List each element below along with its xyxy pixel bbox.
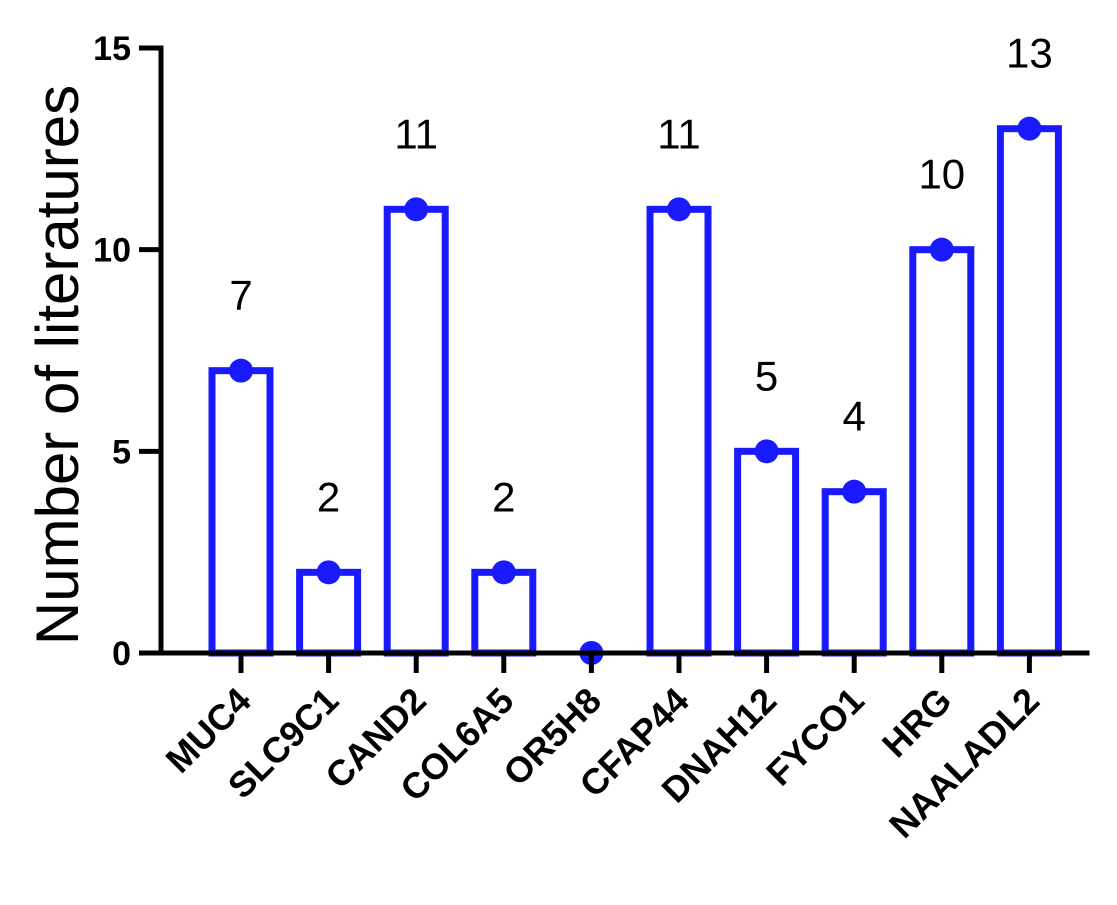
- bar-cfap44: [646, 205, 712, 657]
- point-col6a5: [491, 560, 516, 585]
- point-muc4: [229, 358, 253, 383]
- bar-cand2: [383, 205, 449, 657]
- bar-fyco1: [821, 488, 887, 657]
- axes: [158, 45, 1090, 656]
- point-cfap44: [667, 197, 691, 222]
- data-label-cfap44: 11: [657, 110, 701, 157]
- y-axis-label: Number of literatures: [24, 85, 91, 645]
- data-label-muc4: 7: [229, 272, 252, 319]
- data-labels: 7 2 11 2 11 5 4 10 13: [229, 30, 1052, 521]
- data-label-fyco1: 4: [843, 393, 866, 440]
- point-hrg: [929, 237, 954, 262]
- data-label-slc9c1: 2: [317, 473, 340, 520]
- bar-slc9c1: [296, 568, 362, 657]
- bar-hrg: [909, 246, 975, 657]
- x-tick-label-fyco1: FYCO1: [758, 680, 872, 794]
- point-cand2: [404, 197, 429, 222]
- data-points: [229, 116, 1042, 665]
- point-slc9c1: [316, 560, 341, 585]
- y-tick-label-10: 10: [93, 232, 131, 270]
- bar-dnah12: [734, 447, 800, 657]
- bar-naaladl2: [996, 125, 1062, 657]
- data-label-naaladl2: 13: [1006, 30, 1053, 77]
- bar-muc4: [208, 367, 274, 657]
- data-label-hrg: 10: [918, 151, 965, 198]
- y-tick-label-15: 15: [93, 30, 131, 68]
- y-tick-label-5: 5: [112, 433, 131, 471]
- point-dnah12: [754, 439, 779, 464]
- data-label-cand2: 11: [394, 110, 438, 157]
- point-naaladl2: [1017, 116, 1042, 141]
- data-label-col6a5: 2: [492, 473, 515, 520]
- point-fyco1: [842, 479, 867, 504]
- bar-col6a5: [471, 568, 537, 657]
- x-tick-labels: MUC4SLC9C1CAND2COL6A5OR5H8CFAP44DNAH12FY…: [158, 653, 1047, 846]
- y-ticks: 0 5 10 15: [93, 30, 161, 673]
- data-label-dnah12: 5: [755, 352, 778, 399]
- y-tick-label-0: 0: [112, 635, 131, 673]
